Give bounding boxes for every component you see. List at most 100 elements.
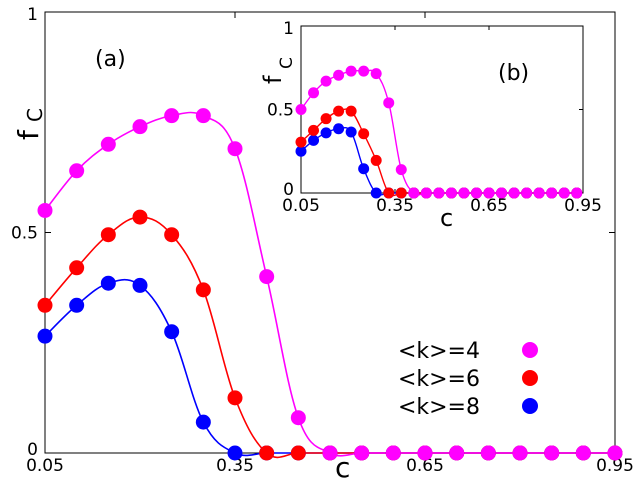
main-series-line-k8 (44, 278, 615, 457)
inset-x-axis-label: c (440, 204, 453, 232)
inset-panel-label: (b) (498, 61, 529, 86)
inset-data-point-k4 (345, 65, 357, 77)
main-data-point-k6 (259, 445, 275, 461)
main-x-tick-label: 0.05 (26, 456, 64, 476)
inset-data-point-k8 (320, 127, 332, 139)
inset-data-point-k4 (508, 187, 520, 199)
legend: <k>=4 <k>=6 <k>=8 (398, 339, 538, 420)
main-data-point-k8 (132, 277, 148, 293)
inset-data-point-k4 (395, 164, 407, 176)
main-y-tick-label: 1 (27, 5, 38, 25)
main-data-point-k8 (164, 324, 180, 340)
inset-data-point-k4 (408, 187, 420, 199)
inset-data-point-k4 (370, 68, 382, 80)
main-data-point-k4 (290, 410, 306, 426)
main-data-point-k4 (37, 202, 53, 218)
main-data-point-k4 (322, 445, 338, 461)
inset-data-point-k6 (295, 136, 307, 148)
main-y-tick-label: 0 (27, 440, 38, 460)
legend-label-k4: <k>=4 (398, 339, 480, 364)
legend-label-k6: <k>=6 (398, 367, 480, 392)
inset-data-point-k4 (571, 187, 583, 199)
legend-label-k8: <k>=8 (398, 395, 480, 420)
inset-data-point-k8 (333, 123, 345, 135)
inset-y-tick-label: 1 (283, 19, 294, 39)
main-data-point-k6 (100, 227, 116, 243)
main-data-point-k4 (385, 445, 401, 461)
inset-data-point-k6 (383, 187, 395, 199)
inset-data-point-k8 (358, 163, 370, 175)
inset-data-point-k4 (496, 187, 508, 199)
main-data-point-k6 (290, 445, 306, 461)
inset-x-tick-label: 0.35 (376, 196, 414, 216)
inset-points (295, 65, 583, 199)
main-data-point-k4 (195, 108, 211, 124)
inset-data-point-k4 (308, 87, 320, 99)
legend-marker-k4 (522, 342, 538, 358)
inset-data-point-k6 (370, 154, 382, 166)
main-data-point-k4 (480, 445, 496, 461)
main-x-tick-label: 0.65 (406, 456, 444, 476)
inset-data-point-k6 (333, 105, 345, 117)
inset-data-point-k4 (420, 187, 432, 199)
inset-y-tick-label: 0.5 (267, 101, 294, 121)
inset-data-point-k4 (483, 187, 495, 199)
main-data-point-k4 (575, 445, 591, 461)
inset-y-axis-label-sub: C (277, 57, 297, 69)
inset-data-point-k4 (295, 104, 307, 115)
inset-y-tick-label: 0 (283, 180, 294, 200)
main-data-point-k4 (259, 269, 275, 285)
inset-data-point-k6 (320, 113, 332, 125)
main-panel: 0.05 0.35 0.65 0.95 0 0.5 1 (a) c f C (11, 5, 634, 480)
main-data-point-k6 (227, 390, 243, 406)
main-data-point-k8 (37, 328, 53, 344)
inset-data-point-k8 (370, 187, 382, 199)
inset-data-point-k4 (320, 75, 332, 87)
inset-panel: 0.05 0.35 0.65 0.95 0 0.5 1 (b) c f C (259, 19, 602, 232)
inset-y-axis-label: f C (259, 57, 297, 84)
inset-data-point-k4 (358, 65, 370, 77)
inset-data-point-k4 (445, 187, 457, 199)
inset-data-point-k4 (533, 187, 545, 199)
main-data-point-k6 (195, 282, 211, 298)
main-y-axis-label: f C (12, 108, 47, 140)
main-data-point-k4 (449, 445, 465, 461)
inset-data-point-k4 (383, 97, 395, 109)
inset-data-point-k6 (308, 124, 320, 136)
main-data-point-k6 (37, 297, 53, 313)
inset-data-point-k4 (458, 187, 470, 199)
inset-data-point-k8 (295, 145, 307, 157)
inset-data-point-k4 (546, 187, 558, 199)
main-x-tick-label: 0.35 (216, 456, 254, 476)
inset-x-tick-label: 0.05 (282, 196, 320, 216)
main-data-point-k4 (227, 141, 243, 157)
inset-data-point-k8 (308, 134, 320, 146)
inset-data-point-k6 (358, 128, 370, 140)
inset-data-point-k4 (521, 187, 533, 199)
inset-y-axis-label-main: f (259, 75, 287, 84)
main-series-line-k6 (44, 216, 615, 459)
main-x-axis-label: c (335, 451, 350, 480)
inset-data-point-k8 (345, 126, 357, 138)
main-data-point-k4 (69, 163, 85, 179)
main-data-point-k8 (100, 275, 116, 291)
main-data-point-k4 (100, 136, 116, 152)
main-data-point-k8 (195, 414, 211, 430)
inset-data-point-k4 (470, 187, 482, 199)
main-data-point-k6 (164, 227, 180, 243)
main-data-point-k4 (544, 445, 560, 461)
legend-marker-k8 (522, 398, 538, 414)
inset-data-point-k6 (345, 105, 357, 117)
inset-axis-ticks: 0.05 0.35 0.65 0.95 0 0.5 1 (267, 19, 602, 216)
main-data-point-k8 (227, 445, 243, 461)
main-data-point-k4 (354, 445, 370, 461)
inset-data-point-k4 (558, 187, 570, 199)
main-data-point-k4 (132, 119, 148, 135)
main-data-point-k4 (607, 445, 623, 461)
inset-x-tick-label: 0.65 (470, 196, 508, 216)
main-y-axis-label-main: f (12, 129, 45, 140)
main-panel-label: (a) (95, 47, 126, 72)
inset-data-point-k6 (395, 187, 407, 199)
legend-marker-k6 (522, 370, 538, 386)
